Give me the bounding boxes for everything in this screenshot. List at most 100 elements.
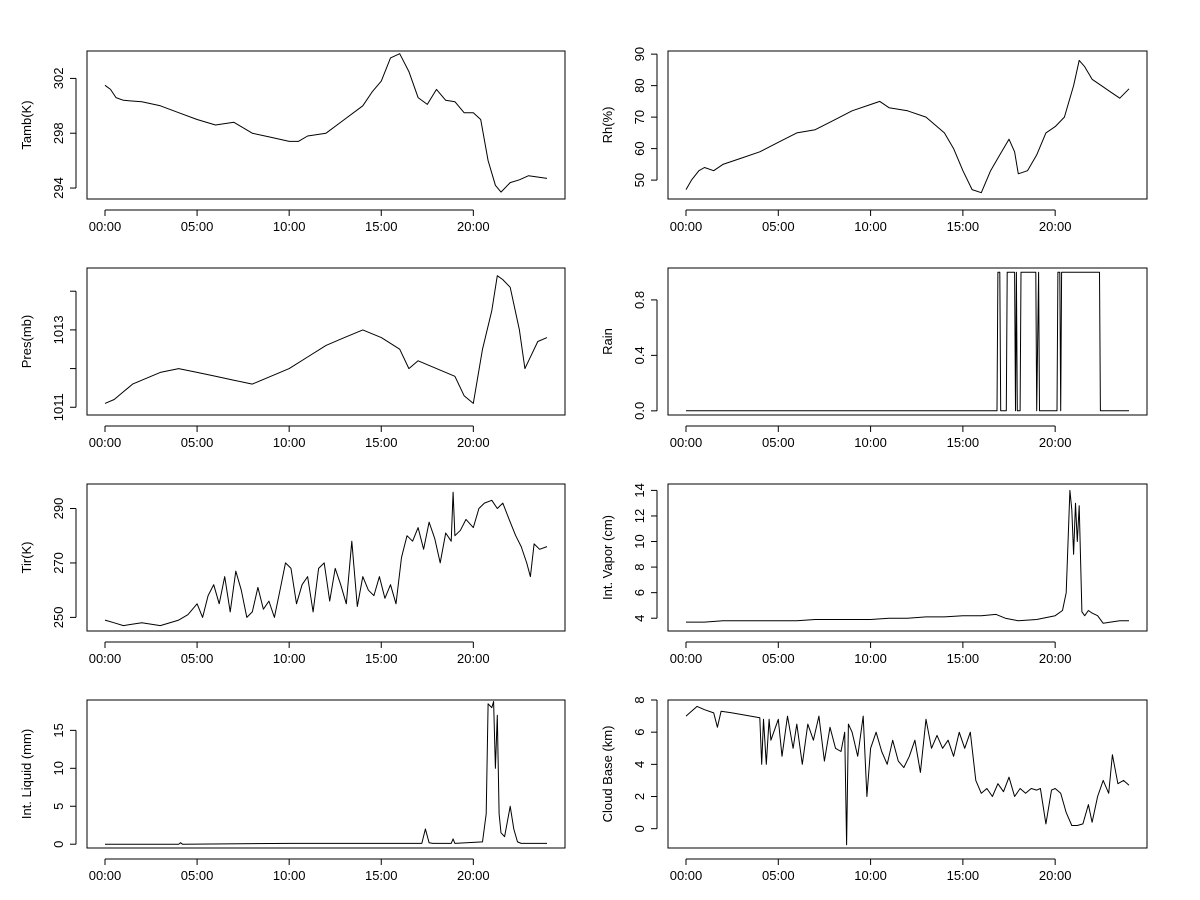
x-tick-label: 20:00 xyxy=(1039,868,1072,883)
y-tick-label: 250 xyxy=(51,607,66,629)
plot-frame xyxy=(667,50,1148,200)
x-tick-label: 05:00 xyxy=(181,219,214,234)
x-tick-label: 00:00 xyxy=(670,868,703,883)
chart-panel-1: 00:00 05:00 10:00 15:00 20:00 294 298 302 Tamb(K… xyxy=(19,50,566,234)
series-line xyxy=(686,489,1129,624)
y-tick-label: 14 xyxy=(632,483,647,497)
y-tick-label: 12 xyxy=(632,509,647,523)
y-tick-label: 6 xyxy=(632,729,647,736)
y-tick-label: 8 xyxy=(632,696,647,703)
y-tick-label: 2 xyxy=(632,793,647,800)
x-tick-label: 15:00 xyxy=(365,868,398,883)
y-axis-title: Cloud Base (km) xyxy=(600,726,615,823)
y-axis-title: Int. Vapor (cm) xyxy=(600,515,615,600)
series-line xyxy=(105,701,547,845)
y-tick-label: 60 xyxy=(632,141,647,155)
x-tick-label: 10:00 xyxy=(273,435,306,450)
series-line xyxy=(104,491,548,627)
y-tick-label: 270 xyxy=(51,552,66,574)
y-axis-title: Tamb(K) xyxy=(19,100,34,149)
y-tick-label: 302 xyxy=(51,68,66,90)
x-tick-label: 15:00 xyxy=(365,219,398,234)
series-line xyxy=(686,271,1129,412)
x-tick-label: 10:00 xyxy=(273,219,306,234)
x-tick-label: 15:00 xyxy=(947,868,980,883)
y-tick-label: 0.0 xyxy=(632,402,647,420)
y-axis-title: Tir(K) xyxy=(19,541,34,573)
y-axis-title: Pres(mb) xyxy=(19,315,34,368)
y-tick-label: 15 xyxy=(51,723,66,737)
plot-frame xyxy=(86,50,566,200)
plot-frame xyxy=(667,483,1148,632)
y-tick-label: 1013 xyxy=(51,315,66,344)
x-tick-label: 00:00 xyxy=(89,868,122,883)
chart-panel-3: 00:00 05:00 10:00 15:00 20:00 1011 1013 Pres(mb… xyxy=(19,267,566,450)
x-tick-label: 00:00 xyxy=(89,435,122,450)
y-axis-title: Rh(%) xyxy=(600,107,615,144)
plot-frame xyxy=(667,699,1148,849)
y-tick-label: 80 xyxy=(632,78,647,92)
y-tick-label: 0.4 xyxy=(632,346,647,364)
plot-frame xyxy=(86,267,566,416)
x-tick-label: 20:00 xyxy=(1039,435,1072,450)
x-tick-label: 20:00 xyxy=(457,651,490,666)
y-tick-label: 298 xyxy=(51,122,66,144)
plot-frame xyxy=(86,699,566,849)
x-tick-label: 00:00 xyxy=(670,435,703,450)
x-tick-label: 10:00 xyxy=(854,219,887,234)
x-tick-label: 05:00 xyxy=(181,435,214,450)
y-tick-label: 10 xyxy=(51,761,66,775)
y-axis-title: Rain xyxy=(600,328,615,355)
y-tick-label: 8 xyxy=(632,563,647,570)
chart-panel-6: 00:00 05:00 10:00 15:00 20:00 4 6 8 10 12 14 Int. V… xyxy=(600,483,1148,666)
x-tick-label: 05:00 xyxy=(762,435,795,450)
x-tick-label: 05:00 xyxy=(762,651,795,666)
x-tick-label: 10:00 xyxy=(273,868,306,883)
y-tick-label: 5 xyxy=(51,803,66,810)
x-tick-label: 00:00 xyxy=(670,651,703,666)
y-tick-label: 0 xyxy=(632,825,647,832)
x-tick-label: 05:00 xyxy=(762,219,795,234)
chart-panel-7: 00:00 05:00 10:00 15:00 20:00 0 5 10 15 Int. Liqu… xyxy=(19,699,566,883)
x-tick-label: 20:00 xyxy=(457,219,490,234)
chart-panel-4: 00:00 05:00 10:00 15:00 20:00 0.0 0.4 0.8 Rain xyxy=(600,267,1148,450)
x-tick-label: 10:00 xyxy=(854,435,887,450)
x-tick-label: 15:00 xyxy=(365,651,398,666)
chart-panel-5: 00:00 05:00 10:00 15:00 20:00 250 270 290 Tir(K) xyxy=(19,483,566,666)
y-axis-title: Int. Liquid (mm) xyxy=(19,729,34,819)
x-tick-label: 20:00 xyxy=(457,868,490,883)
x-tick-label: 20:00 xyxy=(457,435,490,450)
x-tick-label: 00:00 xyxy=(89,219,122,234)
y-tick-label: 50 xyxy=(632,173,647,187)
y-tick-label: 6 xyxy=(632,589,647,596)
y-tick-label: 1011 xyxy=(51,393,66,421)
x-tick-label: 20:00 xyxy=(1039,219,1072,234)
x-tick-label: 10:00 xyxy=(273,651,306,666)
x-tick-label: 20:00 xyxy=(1039,651,1072,666)
x-tick-label: 00:00 xyxy=(89,651,122,666)
chart-panel-2: 00:00 05:00 10:00 15:00 20:00 50 60 70 80 90 Rh(%) xyxy=(600,47,1148,234)
x-tick-label: 15:00 xyxy=(947,651,980,666)
x-tick-label: 05:00 xyxy=(762,868,795,883)
series-line xyxy=(685,59,1130,194)
x-tick-label: 05:00 xyxy=(181,868,214,883)
y-tick-label: 4 xyxy=(632,761,647,768)
y-tick-label: 10 xyxy=(632,534,647,548)
series-line xyxy=(104,275,548,404)
plot-frame xyxy=(667,267,1148,416)
y-tick-label: 294 xyxy=(51,177,66,199)
x-tick-label: 15:00 xyxy=(365,435,398,450)
y-tick-label: 0.8 xyxy=(632,291,647,309)
x-tick-label: 15:00 xyxy=(947,435,980,450)
x-tick-label: 05:00 xyxy=(181,651,214,666)
x-tick-label: 00:00 xyxy=(670,219,703,234)
plot-frame xyxy=(86,483,566,632)
y-tick-label: 4 xyxy=(632,615,647,622)
x-tick-label: 10:00 xyxy=(854,868,887,883)
y-tick-label: 290 xyxy=(51,498,66,520)
series-line xyxy=(685,705,1130,846)
y-tick-label: 90 xyxy=(632,47,647,61)
chart-panel-8: 00:00 05:00 10:00 15:00 20:00 0 2 4 6 8 Cloud Base… xyxy=(600,696,1148,883)
x-tick-label: 15:00 xyxy=(947,219,980,234)
